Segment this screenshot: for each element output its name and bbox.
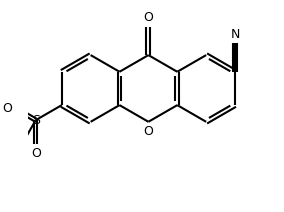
Text: O: O	[31, 147, 41, 160]
Text: N: N	[230, 28, 240, 41]
Text: O: O	[143, 125, 153, 138]
Text: O: O	[143, 11, 153, 24]
Text: S: S	[32, 114, 40, 127]
Text: O: O	[3, 102, 12, 115]
